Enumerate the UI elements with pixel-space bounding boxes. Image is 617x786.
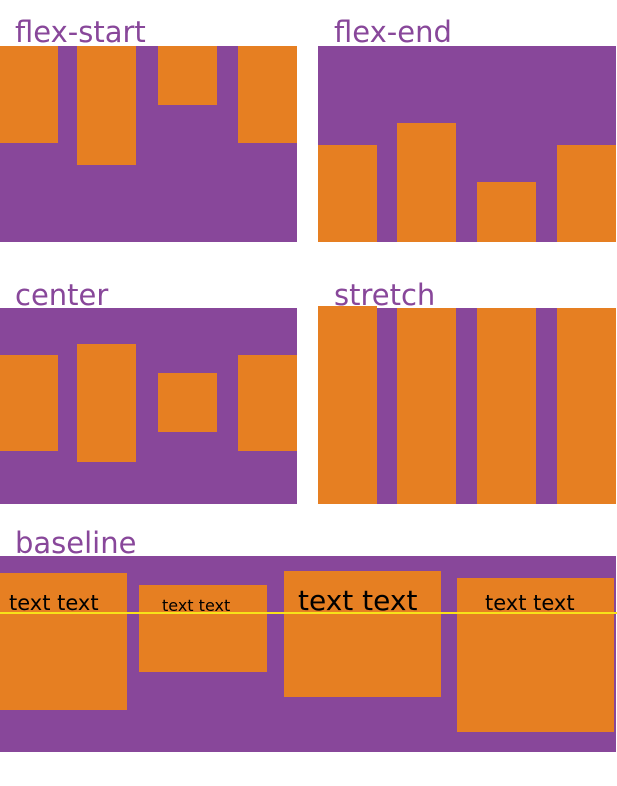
label-baseline: baseline: [15, 526, 137, 560]
flex-item: text text: [139, 585, 267, 672]
flex-end-container: [318, 46, 616, 242]
flex-item: [477, 308, 536, 504]
baseline-container: text text text text text text text text: [0, 556, 616, 752]
flex-item: text text: [457, 578, 614, 732]
label-stretch: stretch: [334, 278, 436, 312]
flex-item: [158, 46, 217, 105]
flex-item: [397, 123, 456, 242]
item-text: text text: [298, 584, 418, 617]
flex-item: [0, 355, 58, 451]
label-flex-end: flex-end: [334, 15, 452, 49]
flex-item: [557, 308, 616, 504]
item-text: text text: [485, 591, 575, 615]
flex-start-container: [0, 46, 297, 242]
flex-item: [318, 306, 377, 504]
stretch-container: [318, 306, 616, 504]
flex-item: text text: [0, 573, 127, 710]
flex-item: [238, 46, 297, 143]
item-text: text text: [9, 591, 99, 615]
label-center: center: [15, 278, 109, 312]
flex-item: [397, 308, 456, 504]
flex-item: [477, 182, 536, 242]
center-container: [0, 308, 297, 504]
baseline-indicator-line: [0, 612, 617, 614]
flex-item: [0, 46, 58, 143]
flex-item: [238, 355, 297, 451]
label-flex-start: flex-start: [15, 15, 146, 49]
item-text: text text: [162, 596, 231, 615]
flex-item: [77, 344, 136, 462]
flex-item: [318, 145, 377, 242]
flex-item: text text: [284, 571, 441, 697]
flex-item: [557, 145, 616, 242]
flex-item: [158, 373, 217, 432]
flex-item: [77, 46, 136, 165]
